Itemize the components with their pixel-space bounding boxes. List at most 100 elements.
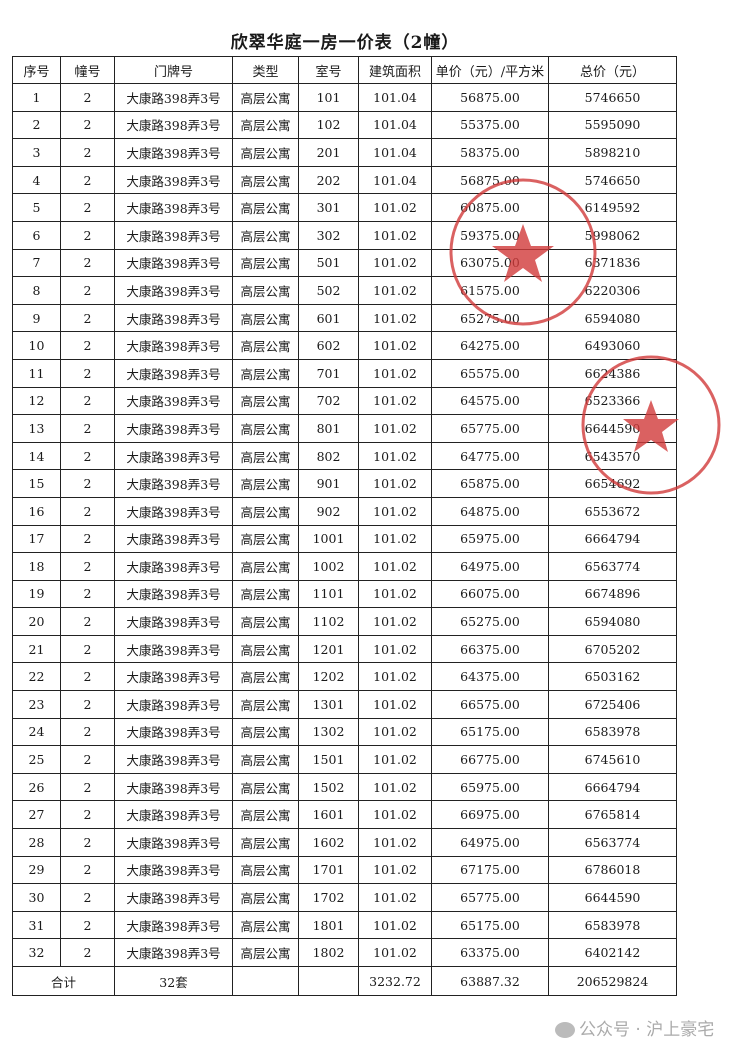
unit-type: 高层公寓 (232, 579, 299, 609)
unit-type: 高层公寓 (232, 248, 299, 278)
address: 大康路398弄3号 (114, 524, 233, 554)
table-row: 18 2 大康路398弄3号 高层公寓 1002 101.02 64975.00 656377… (12, 552, 677, 581)
row-number: 31 (12, 910, 61, 940)
unit-price: 65975.00 (431, 772, 549, 802)
unit-type: 高层公寓 (232, 386, 299, 416)
address: 大康路398弄3号 (114, 690, 233, 719)
floor-area: 101.02 (358, 883, 432, 912)
row-number: 17 (12, 524, 61, 554)
unit-price: 66975.00 (431, 800, 549, 830)
col-header: 门牌号 (114, 56, 233, 84)
room-number: 801 (298, 414, 359, 443)
room-number: 1001 (298, 524, 359, 554)
address: 大康路398弄3号 (114, 496, 233, 526)
unit-type: 高层公寓 (232, 745, 299, 774)
building-number: 2 (60, 193, 115, 222)
floor-area: 101.02 (358, 800, 432, 830)
address: 大康路398弄3号 (114, 441, 233, 471)
floor-area: 101.02 (358, 469, 432, 498)
floor-area: 101.04 (358, 138, 432, 167)
floor-area: 101.02 (358, 276, 432, 305)
empty-cell (298, 966, 359, 996)
unit-type: 高层公寓 (232, 469, 299, 498)
unit-price: 65175.00 (431, 717, 549, 747)
table-row: 27 2 大康路398弄3号 高层公寓 1601 101.02 66975.00 676581… (12, 800, 677, 830)
table-row: 29 2 大康路398弄3号 高层公寓 1701 101.02 67175.00 678601… (12, 855, 677, 885)
unit-price: 63075.00 (431, 248, 549, 278)
table-row: 7 2 大康路398弄3号 高层公寓 501 101.02 63075.00 6371836 (12, 248, 677, 278)
col-header: 幢号 (60, 56, 115, 84)
total-price: 6543570 (548, 441, 677, 471)
building-number: 2 (60, 552, 115, 581)
watermark-text: 公众号 · 沪上豪宅 (579, 1020, 715, 1040)
total-price: 6745610 (548, 745, 677, 774)
address: 大康路398弄3号 (114, 883, 233, 912)
table-row: 24 2 大康路398弄3号 高层公寓 1302 101.02 65175.00 658397… (12, 717, 677, 747)
table-row: 19 2 大康路398弄3号 高层公寓 1101 101.02 66075.00 667489… (12, 579, 677, 609)
total-price: 6644590 (548, 414, 677, 443)
unit-type: 高层公寓 (232, 441, 299, 471)
address: 大康路398弄3号 (114, 165, 233, 195)
room-number: 1302 (298, 717, 359, 747)
building-number: 2 (60, 772, 115, 802)
unit-type: 高层公寓 (232, 772, 299, 802)
unit-type: 高层公寓 (232, 331, 299, 360)
address: 大康路398弄3号 (114, 220, 233, 250)
address: 大康路398弄3号 (114, 414, 233, 443)
building-number: 2 (60, 110, 115, 140)
total-label: 合计 (12, 966, 115, 996)
room-number: 1601 (298, 800, 359, 830)
building-number: 2 (60, 496, 115, 526)
total-price: 6523366 (548, 386, 677, 416)
unit-price: 65275.00 (431, 303, 549, 333)
table-row: 17 2 大康路398弄3号 高层公寓 1001 101.02 65975.00 666479… (12, 524, 677, 554)
table-row: 28 2 大康路398弄3号 高层公寓 1602 101.02 64975.00 656377… (12, 828, 677, 857)
building-number: 2 (60, 358, 115, 388)
room-number: 702 (298, 386, 359, 416)
address: 大康路398弄3号 (114, 772, 233, 802)
building-number: 2 (60, 938, 115, 967)
floor-area: 101.02 (358, 552, 432, 581)
unit-price: 65975.00 (431, 524, 549, 554)
col-header: 类型 (232, 56, 299, 84)
unit-type: 高层公寓 (232, 165, 299, 195)
total-price: 5746650 (548, 83, 677, 112)
total-price: 206529824 (548, 966, 677, 996)
unit-type: 高层公寓 (232, 138, 299, 167)
unit-type: 高层公寓 (232, 883, 299, 912)
total-price: 6371836 (548, 248, 677, 278)
total-price: 6594080 (548, 607, 677, 636)
total-price: 6402142 (548, 938, 677, 967)
unit-type: 高层公寓 (232, 662, 299, 692)
unit-price: 65875.00 (431, 469, 549, 498)
total-price: 5998062 (548, 220, 677, 250)
row-number: 20 (12, 607, 61, 636)
building-number: 2 (60, 276, 115, 305)
row-number: 9 (12, 303, 61, 333)
table-row: 32 2 大康路398弄3号 高层公寓 1802 101.02 63375.00 640214… (12, 938, 677, 967)
total-units: 32套 (114, 966, 233, 996)
room-number: 901 (298, 469, 359, 498)
unit-price: 66075.00 (431, 579, 549, 609)
table-row: 31 2 大康路398弄3号 高层公寓 1801 101.02 65175.00 658397… (12, 910, 677, 940)
floor-area: 101.02 (358, 331, 432, 360)
floor-area: 101.02 (358, 772, 432, 802)
total-avg-price: 63887.32 (431, 966, 549, 996)
table-row: 2 2 大康路398弄3号 高层公寓 102 101.04 55375.00 5595090 (12, 110, 677, 140)
col-header: 建筑面积 (358, 56, 432, 84)
floor-area: 101.02 (358, 441, 432, 471)
building-number: 2 (60, 579, 115, 609)
unit-price: 65775.00 (431, 414, 549, 443)
unit-price: 64975.00 (431, 552, 549, 581)
floor-area: 101.04 (358, 83, 432, 112)
address: 大康路398弄3号 (114, 248, 233, 278)
floor-area: 101.04 (358, 165, 432, 195)
floor-area: 101.02 (358, 855, 432, 885)
unit-price: 59375.00 (431, 220, 549, 250)
table-row: 23 2 大康路398弄3号 高层公寓 1301 101.02 66575.00 672540… (12, 690, 677, 719)
unit-price: 66575.00 (431, 690, 549, 719)
floor-area: 101.02 (358, 690, 432, 719)
total-price: 6624386 (548, 358, 677, 388)
building-number: 2 (60, 662, 115, 692)
total-price: 6654692 (548, 469, 677, 498)
